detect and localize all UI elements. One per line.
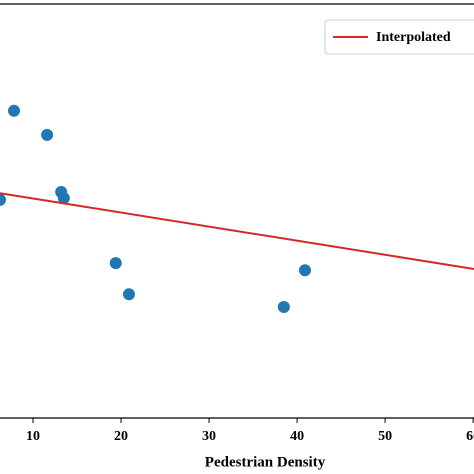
point	[41, 128, 54, 141]
x-tick-label: 60	[466, 429, 474, 444]
point	[7, 104, 20, 117]
point	[0, 193, 6, 206]
point	[109, 257, 122, 270]
legend-label: Interpolated	[376, 30, 451, 45]
x-axis-label: Pedestrian Density	[205, 454, 326, 470]
interpolated-line	[0, 192, 474, 270]
x-tick-label: 30	[202, 429, 216, 444]
x-tick-label: 40	[290, 429, 304, 444]
x-tick-label: 10	[26, 429, 40, 444]
x-tick-label: 50	[378, 429, 392, 444]
legend-box	[324, 19, 474, 55]
x-tick-label: 20	[114, 429, 128, 444]
point	[122, 288, 135, 301]
point	[298, 264, 311, 277]
point	[277, 301, 290, 314]
point	[57, 192, 70, 205]
